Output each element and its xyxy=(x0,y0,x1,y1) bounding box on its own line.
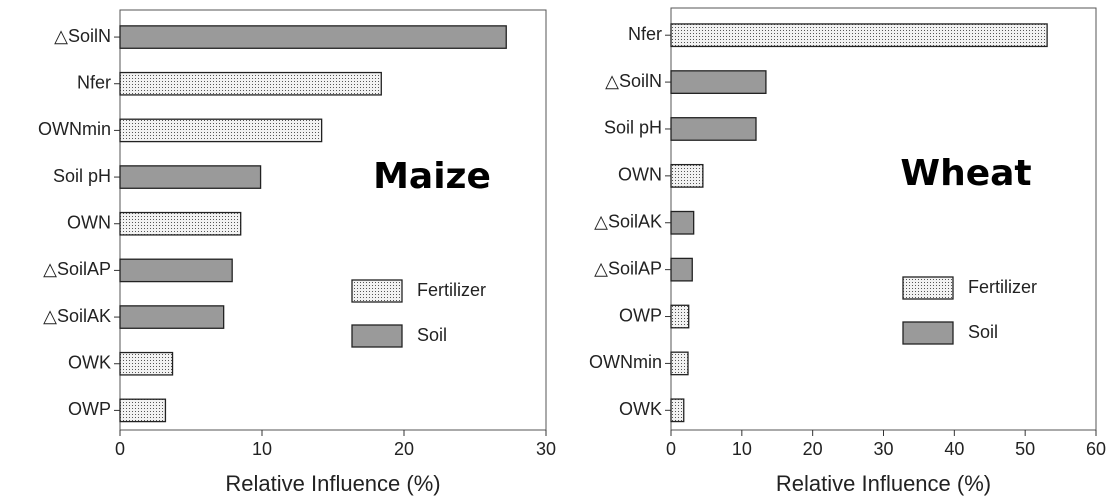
y-tick-label: OWN xyxy=(67,212,111,232)
y-tick-label: OWP xyxy=(68,399,111,419)
y-tick-label: △SoilN xyxy=(605,71,662,91)
y-tick-label: △SoilAP xyxy=(43,259,111,279)
y-tick-label: OWK xyxy=(619,399,662,419)
y-tick-label: OWK xyxy=(68,352,111,372)
x-tick-label: 30 xyxy=(536,439,556,459)
bar xyxy=(670,117,757,141)
x-tick-label: 30 xyxy=(873,439,893,459)
y-tick-label: Nfer xyxy=(77,72,111,92)
legend-swatch xyxy=(351,324,403,348)
legend-swatch xyxy=(351,279,403,303)
x-tick-label: 20 xyxy=(803,439,823,459)
bar xyxy=(119,118,323,143)
legend-label: Soil xyxy=(417,325,447,345)
y-tick-label: △SoilN xyxy=(54,26,111,46)
bar xyxy=(670,23,1048,48)
bar xyxy=(119,351,174,376)
x-tick-label: 50 xyxy=(1015,439,1035,459)
y-tick-label: △SoilAP xyxy=(594,258,662,278)
x-tick-label: 0 xyxy=(115,439,125,459)
bar xyxy=(670,257,693,282)
bar xyxy=(670,398,685,423)
legend-label: Fertilizer xyxy=(968,277,1037,297)
x-tick-label: 10 xyxy=(732,439,752,459)
bar xyxy=(670,70,767,94)
bar xyxy=(119,211,242,236)
legend-swatch xyxy=(902,276,954,300)
bar xyxy=(670,210,695,235)
bar xyxy=(119,71,382,96)
x-tick-label: 0 xyxy=(666,439,676,459)
y-tick-label: OWN xyxy=(618,165,662,185)
x-axis-label: Relative Influence (%) xyxy=(776,471,991,496)
x-tick-label: 10 xyxy=(252,439,272,459)
y-tick-label: OWNmin xyxy=(38,119,111,139)
bar xyxy=(119,258,233,283)
y-tick-label: Soil pH xyxy=(604,118,662,138)
x-tick-label: 60 xyxy=(1086,439,1106,459)
bar xyxy=(119,165,262,189)
panel-title: Maize xyxy=(373,156,491,197)
bar xyxy=(670,304,690,329)
y-tick-label: △SoilAK xyxy=(594,212,662,232)
bar xyxy=(119,305,225,329)
y-tick-label: OWP xyxy=(619,305,662,325)
bar xyxy=(119,25,507,49)
x-axis-label: Relative Influence (%) xyxy=(225,471,440,496)
bar xyxy=(119,398,167,423)
y-tick-label: △SoilAK xyxy=(43,306,111,326)
y-tick-label: Soil pH xyxy=(53,166,111,186)
legend-swatch xyxy=(902,321,954,345)
bar xyxy=(670,351,689,376)
x-tick-label: 40 xyxy=(944,439,964,459)
x-tick-label: 20 xyxy=(394,439,414,459)
legend-label: Soil xyxy=(968,322,998,342)
y-tick-label: Nfer xyxy=(628,24,662,44)
legend-label: Fertilizer xyxy=(417,280,486,300)
y-tick-label: OWNmin xyxy=(589,352,662,372)
bar xyxy=(670,163,704,188)
panel-title: Wheat xyxy=(900,153,1031,194)
